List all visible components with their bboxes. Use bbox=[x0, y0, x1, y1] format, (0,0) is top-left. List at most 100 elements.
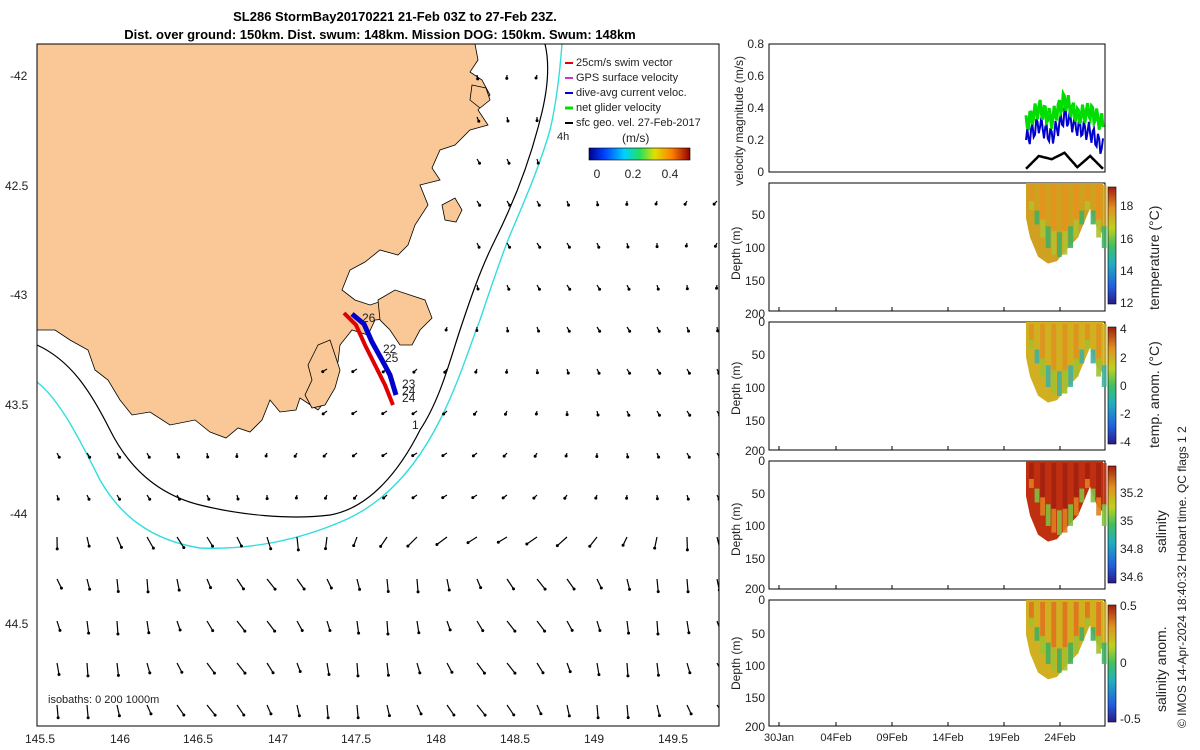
depth-tick: 200 bbox=[745, 720, 765, 734]
current-vector-arrow bbox=[686, 662, 691, 673]
temperature-section-band bbox=[1062, 185, 1068, 233]
current-vector-arrow bbox=[686, 704, 692, 715]
current-vector-head bbox=[566, 371, 570, 375]
current-vector-head bbox=[483, 713, 487, 717]
current-vector-arrow bbox=[446, 704, 455, 716]
current-vector-head bbox=[501, 496, 505, 500]
current-vector-head bbox=[534, 412, 538, 416]
depth-tick: 0 bbox=[758, 593, 765, 607]
sal-anom-section-band bbox=[1057, 602, 1062, 651]
current-vector-head bbox=[655, 245, 659, 249]
sal-anom-section-band bbox=[1073, 602, 1079, 638]
current-vector-head bbox=[537, 329, 541, 333]
current-vector-head bbox=[688, 671, 692, 675]
current-vector-head bbox=[656, 590, 660, 594]
current-vector-head bbox=[300, 628, 304, 632]
current-vector-head bbox=[448, 628, 452, 632]
current-vector-arrow bbox=[596, 578, 602, 589]
current-vector-head bbox=[535, 371, 539, 375]
temp-anom-section-band bbox=[1029, 339, 1034, 349]
current-vector-head bbox=[147, 455, 151, 459]
sal-anom-section-band bbox=[1062, 646, 1068, 671]
current-vector-head bbox=[269, 712, 273, 716]
salinity-section-band bbox=[1029, 478, 1034, 488]
current-vector-head bbox=[567, 714, 571, 718]
current-vector-head bbox=[543, 587, 547, 591]
isobath-1000m bbox=[37, 44, 563, 549]
depth-tick: 150 bbox=[745, 691, 765, 705]
current-vector-head bbox=[358, 587, 362, 591]
velocity-line bbox=[1024, 88, 1105, 131]
land-small-island bbox=[469, 84, 491, 109]
current-vector-arrow bbox=[596, 662, 600, 675]
current-vector-head bbox=[555, 544, 559, 548]
current-vector-head bbox=[416, 590, 420, 594]
legend-label: GPS surface velocity bbox=[576, 72, 679, 84]
current-vector-head bbox=[568, 670, 572, 674]
temp-anom-section-band bbox=[1051, 324, 1057, 372]
current-vector-head bbox=[535, 119, 539, 123]
current-vector-head bbox=[588, 544, 592, 548]
depth-tick: 200 bbox=[745, 307, 765, 321]
current-vector-head bbox=[686, 590, 690, 594]
current-vector-head bbox=[628, 371, 632, 375]
current-vector-head bbox=[627, 287, 631, 291]
temperature-section-band bbox=[1101, 226, 1107, 248]
current-vector-head bbox=[625, 202, 629, 206]
current-vector-head bbox=[116, 632, 120, 636]
time-tick: 19Feb bbox=[988, 732, 1019, 744]
temp-anom-section-band bbox=[1062, 369, 1068, 394]
current-vector-head bbox=[688, 413, 692, 417]
temperature-section-band bbox=[1068, 185, 1073, 229]
current-vector-arrow bbox=[116, 536, 122, 548]
current-vector-arrow bbox=[296, 578, 305, 590]
current-vector-arrow bbox=[536, 578, 546, 590]
current-vector-head bbox=[656, 287, 660, 291]
current-vector-arrow bbox=[296, 704, 300, 716]
current-vector-head bbox=[351, 454, 355, 458]
current-vector-arrow bbox=[386, 620, 389, 635]
track-day-label: 24 bbox=[402, 384, 416, 398]
current-vector-head bbox=[351, 370, 355, 374]
current-vector-head bbox=[657, 455, 661, 459]
salinity-section-band bbox=[1045, 463, 1051, 507]
sal-anom-section-band bbox=[1034, 627, 1040, 641]
sal-anom-colorbar bbox=[1107, 604, 1117, 723]
salinity-section-band bbox=[1040, 497, 1045, 516]
current-vector-head bbox=[87, 497, 91, 501]
temp-anom-section-band bbox=[1062, 324, 1068, 372]
isobath-label: isobaths: 0 200 1000m bbox=[48, 694, 159, 706]
current-vector-arrow bbox=[686, 620, 690, 633]
map-x-axis: 145.5 146 146.5 147 147.5 148 148.5 149 … bbox=[25, 732, 688, 746]
current-vector-head bbox=[687, 329, 691, 333]
sal-anom-y-label: Depth (m) bbox=[729, 637, 743, 690]
current-vector-head bbox=[596, 413, 600, 417]
current-vector-arrow bbox=[56, 578, 62, 589]
current-vector-head bbox=[326, 716, 330, 720]
cbar-tick: 14 bbox=[1120, 264, 1134, 278]
track-day-label: 23 bbox=[402, 377, 416, 391]
credit-text: © IMOS 14-Apr-2024 18:40:32 Hobart time.… bbox=[1175, 426, 1189, 728]
map-y-tick: 44.5 bbox=[5, 617, 29, 631]
current-vector-head bbox=[241, 587, 245, 591]
temp-anom-section-band bbox=[1040, 358, 1045, 377]
current-vector-head bbox=[543, 629, 547, 633]
temperature-section-band bbox=[1079, 210, 1085, 225]
temp-anom-section-band bbox=[1085, 339, 1090, 349]
current-vector-arrow bbox=[656, 704, 661, 716]
current-vector-arrow bbox=[416, 578, 419, 592]
current-vector-arrow bbox=[353, 536, 358, 546]
current-vector-head bbox=[565, 413, 569, 417]
current-vector-arrow bbox=[566, 620, 573, 631]
current-vector-head bbox=[626, 716, 630, 720]
salinity-depth-ticks: 0 50 100 150 200 bbox=[745, 454, 765, 596]
track-day-label: 25 bbox=[385, 351, 399, 365]
salinity-section-band bbox=[1062, 463, 1068, 511]
current-vector-head bbox=[567, 329, 571, 333]
sal-anom-section-band bbox=[1040, 635, 1045, 654]
current-vector-head bbox=[147, 631, 151, 635]
current-vector-arrow bbox=[176, 578, 180, 591]
legend-label: 25cm/s swim vector bbox=[576, 57, 673, 69]
time-axis: 30Jan 04Feb 09Feb 14Feb 19Feb 24Feb bbox=[764, 732, 1076, 744]
current-vector-head bbox=[88, 455, 92, 459]
